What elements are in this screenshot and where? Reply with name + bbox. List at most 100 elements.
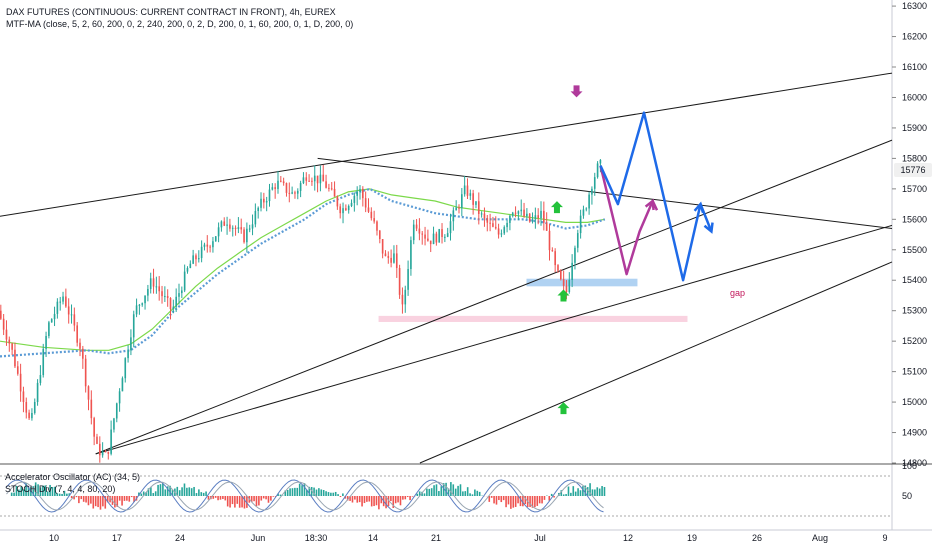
ac-histogram-bar [500,496,502,502]
stoch-indicator-label: STOCH Div (7, 4, 4, 80, 20) [5,484,115,494]
ac-histogram-bar [450,482,452,496]
ac-histogram-bar [265,496,267,499]
candle-body [291,192,293,193]
ac-histogram-bar [318,488,320,496]
ac-histogram-bar [270,496,272,501]
ac-histogram-bar [601,486,603,496]
ac-histogram-bar [301,485,303,496]
x-tick-label: 10 [49,533,59,543]
ac-histogram-bar [193,487,195,496]
ac-histogram-bar [215,496,217,498]
ac-histogram-bar [152,493,154,496]
candle-body [99,444,101,455]
ac-histogram-bar [431,488,433,496]
ac-histogram-bar [164,489,166,496]
candle-body [583,209,585,215]
candle-body [201,247,203,258]
candle-body [568,280,570,292]
candle-body [362,189,364,198]
candle-body [501,233,503,234]
ac-histogram-bar [186,488,188,496]
ac-histogram-bar [128,496,130,502]
forecast-blue-path [601,113,712,281]
ac-histogram-bar [373,496,375,506]
ac-histogram-bar [356,496,358,503]
green-up-arrow-1 [551,201,563,213]
ac-histogram-bar [553,496,555,498]
y-tick-label: 16200 [902,32,927,42]
ac-indicator-label: Accelerator Oscillator (AC) (34, 5) [5,472,140,482]
candle-body [215,236,217,241]
candle-body [348,206,350,210]
ac-histogram-bar [263,496,265,498]
x-tick-label: 21 [431,533,441,543]
candle-body [515,213,517,214]
x-tick-label: Jun [251,533,266,543]
middle-support-line[interactable] [96,225,892,453]
ac-histogram-bar [476,491,478,496]
green-up-arrow-2 [557,289,569,301]
ac-histogram-bar [457,486,459,496]
ac-histogram-bar [503,496,505,500]
candle-body [297,191,299,194]
ac-histogram-bar [534,496,536,507]
ac-histogram-bar [529,496,531,507]
candle-body [342,208,344,213]
ac-histogram-bar [426,489,428,496]
ac-histogram-bar [188,487,190,496]
x-tick-label: 18:30 [305,533,328,543]
candle-body [68,306,70,314]
ac-histogram-bar [366,496,368,502]
candle-body [467,186,469,196]
candle-body [455,208,457,211]
ac-histogram-bar [222,496,224,499]
x-tick-label: 17 [112,533,122,543]
candle-body [427,239,429,241]
candle-body [577,233,579,248]
ac-histogram-bar [599,489,601,496]
ac-histogram-bar [287,490,289,496]
rising-support-line[interactable] [96,140,892,454]
candle-body [25,402,27,413]
candle-body [20,374,22,392]
ac-histogram-bar [229,496,231,508]
candle-body [416,225,418,229]
candle-body [91,400,93,418]
indicator-legend: MTF-MA (close, 5, 2, 60, 200, 0, 2, 240,… [6,19,353,29]
ac-histogram-bar [268,496,270,503]
x-tick-label: 19 [687,533,697,543]
ac-histogram-bar [88,496,90,505]
candle-body [161,291,163,296]
candle-body [489,223,491,224]
candle-body [322,175,324,182]
ac-histogram-bar [551,494,553,496]
ma-green-line [0,189,605,350]
lower-support-line[interactable] [420,262,892,463]
candle-body [277,181,279,189]
ac-histogram-bar [126,496,128,501]
candle-body [283,181,285,183]
candle-body [184,272,186,291]
ac-histogram-bar [400,496,402,505]
ac-histogram-bar [220,496,222,500]
candle-body [574,248,576,263]
ac-histogram-bar [596,487,598,496]
y-tick-label: 15700 [902,184,927,194]
candle-body [42,349,44,375]
upper-channel-line[interactable] [318,158,892,228]
ac-histogram-bar [368,496,370,502]
candle-body [478,201,480,214]
candle-body [88,386,90,399]
y-tick-label: 15400 [902,275,927,285]
ac-histogram-bar [469,493,471,496]
candle-body [229,225,231,229]
upper-resistance-line[interactable] [0,73,892,216]
ac-histogram-bar [572,486,574,496]
candle-body [509,216,511,223]
candle-body [102,451,104,455]
ac-histogram-bar [325,491,327,496]
candle-body [170,298,172,309]
candle-body [107,452,109,454]
ac-histogram-bar [140,494,142,496]
